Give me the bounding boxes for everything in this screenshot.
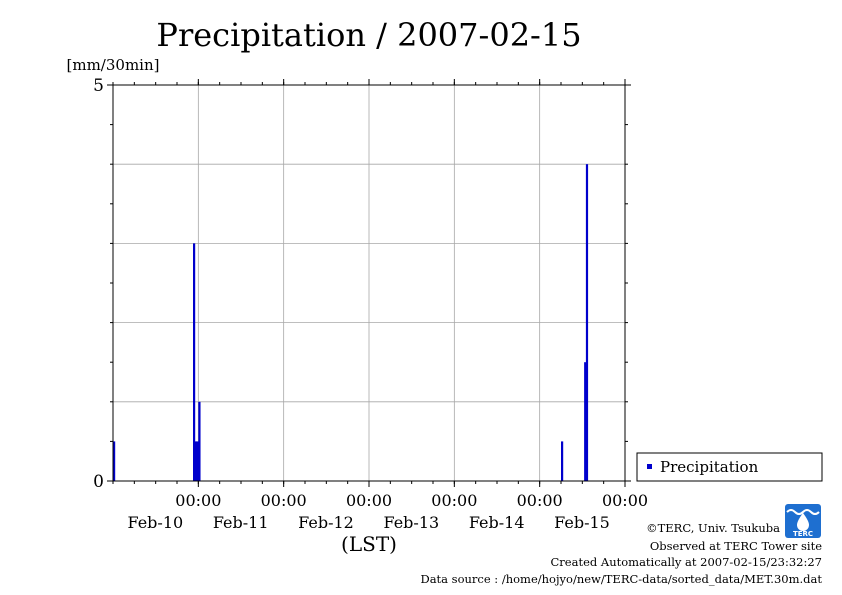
y-axis: 05 bbox=[93, 76, 631, 492]
legend-label-precipitation: Precipitation bbox=[660, 458, 759, 476]
credit-created: Created Automatically at 2007-02-15/23:3… bbox=[551, 555, 823, 569]
credit-copyright: ©TERC, Univ. Tsukuba bbox=[646, 521, 780, 535]
x-axis-label: (LST) bbox=[341, 532, 397, 556]
precipitation-bar bbox=[198, 401, 201, 481]
x-tick-time-label: 00:00 bbox=[517, 491, 563, 510]
precipitation-bar bbox=[113, 441, 116, 481]
precipitation-bar bbox=[194, 441, 197, 481]
x-tick-date-label: Feb-10 bbox=[127, 513, 183, 532]
x-tick-time-label: 00:00 bbox=[346, 491, 392, 510]
legend-box bbox=[636, 452, 823, 482]
precipitation-bar bbox=[193, 243, 196, 481]
x-tick-time-label: 00:00 bbox=[261, 491, 307, 510]
bars bbox=[113, 164, 589, 481]
logo-drop-icon bbox=[797, 513, 809, 531]
precipitation-bar bbox=[585, 164, 589, 481]
logo-wave bbox=[786, 509, 820, 515]
x-axis: 00:00 Feb-10 00:00 Feb-11 00:00 Feb-12 00:00 Fe… bbox=[112, 79, 648, 532]
y-tick-label: 5 bbox=[93, 76, 104, 96]
x-tick-date-label: Feb-11 bbox=[213, 513, 269, 532]
x-tick-date-label: Feb-12 bbox=[298, 513, 354, 532]
x-tick-date-label: Feb-15 bbox=[554, 513, 610, 532]
x-tick-time-label: 00:00 bbox=[175, 491, 221, 510]
precipitation-bar bbox=[584, 362, 587, 481]
precipitation-bar bbox=[561, 441, 564, 481]
credit-source: Data source : /home/hojyo/new/TERC-data/… bbox=[420, 572, 822, 586]
legend: Precipitation bbox=[636, 452, 823, 482]
grid-lines bbox=[113, 85, 625, 481]
x-tick-date-label: Feb-14 bbox=[469, 513, 525, 532]
y-tick-label: 0 bbox=[93, 472, 104, 492]
chart-title: Precipitation / 2007-02-15 bbox=[156, 16, 581, 54]
y-axis-unit: [mm/30min] bbox=[67, 56, 160, 74]
terc-logo: TERC bbox=[785, 504, 821, 538]
x-tick-date-label: Feb-13 bbox=[383, 513, 439, 532]
precipitation-bar bbox=[196, 441, 199, 481]
x-tick-time-label: 00:00 bbox=[431, 491, 477, 510]
credit-observed: Observed at TERC Tower site bbox=[650, 539, 822, 553]
credits: ©TERC, Univ. Tsukuba Observed at TERC To… bbox=[420, 521, 822, 586]
x-tick-time-label: 00:00 bbox=[602, 491, 648, 510]
logo-text: TERC bbox=[793, 530, 813, 538]
legend-swatch bbox=[647, 464, 652, 469]
